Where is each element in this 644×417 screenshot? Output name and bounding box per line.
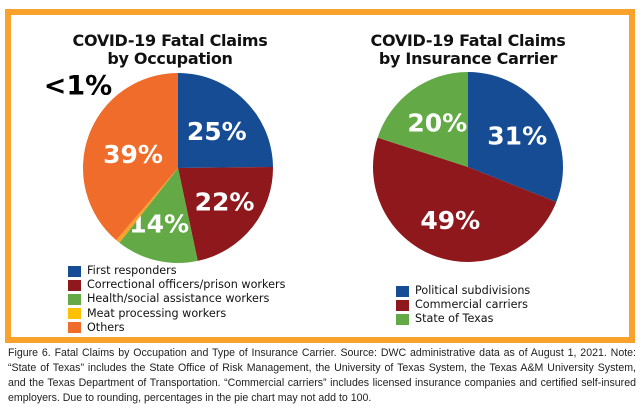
pie-carrier: 31% 49% 20% (372, 72, 563, 263)
legend-item: State of Texas (396, 312, 530, 326)
legend-swatch (396, 285, 409, 297)
legend-item: Political subdivisions (396, 284, 530, 298)
pie-slice (116, 168, 178, 243)
legend-swatch (68, 279, 81, 291)
pie-slice (119, 168, 198, 263)
slice-data-label: 22% (195, 188, 255, 217)
chart-title-carrier: COVID-19 Fatal Claims by Insurance Carri… (338, 32, 598, 68)
chart-title-occupation: COVID-19 Fatal Claims by Occupation (40, 32, 300, 68)
legend-swatch (68, 293, 81, 305)
legend-swatch (68, 265, 81, 277)
pie-occupation: 25%22%14%<1%39% (44, 71, 273, 263)
legend-label: Health/social assistance workers (87, 292, 270, 306)
legend-label: Commercial carriers (415, 298, 528, 312)
legend-swatch (68, 322, 81, 334)
pie-slice (178, 73, 273, 168)
legend-swatch (396, 313, 409, 325)
slice-data-label: 49% (420, 206, 480, 235)
legend-item: First responders (68, 264, 285, 278)
legend-label: Correctional officers/prison workers (87, 278, 286, 292)
legend-item: Commercial carriers (396, 298, 530, 312)
legend-item: Health/social assistance workers (68, 292, 285, 306)
slice-data-label: 39% (103, 140, 163, 169)
legend-item: Others (68, 321, 285, 335)
legend-swatch (68, 308, 81, 320)
figure-caption: Figure 6. Fatal Claims by Occupation and… (8, 347, 636, 404)
legend-carrier: Political subdivisions Commercial carrier… (396, 284, 530, 327)
title-line: by Occupation (107, 49, 233, 68)
legend-label: Others (87, 320, 125, 334)
legend-label: Political subdivisions (415, 284, 531, 297)
pie-slice (468, 72, 563, 202)
slice-data-label: <1% (44, 71, 112, 102)
pie-slice (83, 73, 178, 241)
pie-slice (178, 166, 273, 261)
slice-data-label: 31% (487, 122, 547, 151)
title-line: COVID-19 Fatal Claims (72, 31, 268, 50)
legend-item: Meat processing workers (68, 307, 285, 321)
legend-occupation: First responders Correctional officers/pr… (68, 264, 285, 335)
title-line: by Insurance Carrier (378, 49, 558, 68)
legend-label: State of Texas (415, 312, 494, 326)
legend-label: First responders (87, 264, 177, 277)
pie-slice (372, 137, 557, 263)
title-line: COVID-19 Fatal Claims (370, 31, 566, 50)
pie-slice (377, 72, 468, 167)
slice-data-label: 20% (407, 109, 467, 138)
legend-item: Correctional officers/prison workers (68, 278, 285, 292)
legend-label: Meat processing workers (87, 306, 227, 320)
slice-data-label: 25% (187, 117, 247, 146)
legend-swatch (396, 299, 409, 311)
